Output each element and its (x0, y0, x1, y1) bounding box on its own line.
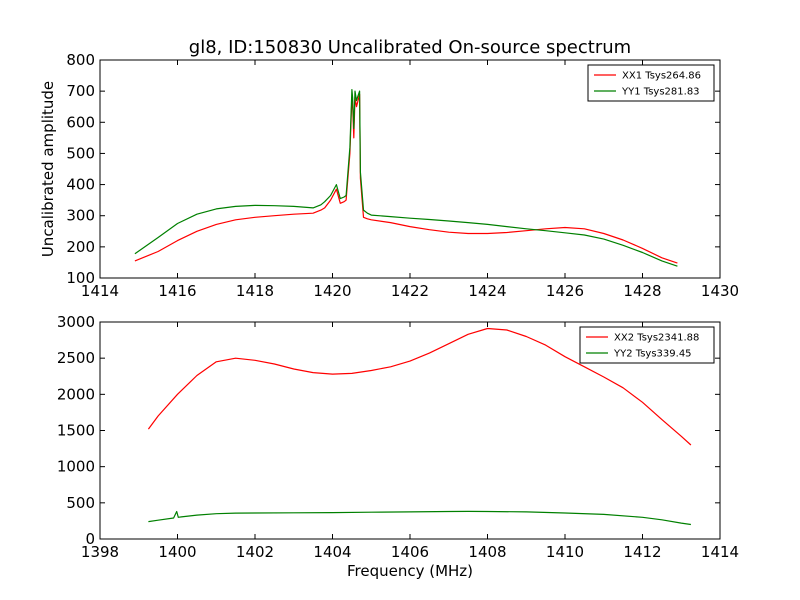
series-line-2-1 (147, 327, 692, 446)
y-tick-label: 100 (66, 269, 95, 287)
x-tick-label: 1414 (701, 543, 739, 561)
y-tick-label: 2500 (57, 349, 95, 367)
legend-entry-label: YY1 Tsys281.83 (621, 87, 700, 98)
y-tick-label: 500 (66, 144, 95, 162)
x-tick-label: 1404 (313, 543, 351, 561)
x-tick-label: 1430 (701, 282, 739, 300)
x-tick-label: 1414 (81, 282, 119, 300)
y-tick-label: 3000 (57, 313, 95, 331)
subplot-1: 1414 1416 1418 1420 1422 1424 1426 1428 1430 100 2… (39, 37, 739, 300)
x-tick-label: 1418 (236, 282, 274, 300)
x-tick-label: 1424 (468, 282, 506, 300)
x-tick-label: 1410 (546, 543, 584, 561)
legend: XX1 Tsys264.86 YY1 Tsys281.83 (587, 64, 715, 102)
series-line-1-2 (134, 88, 678, 267)
y-tick-label: 400 (66, 176, 95, 194)
y-tick-label: 1500 (57, 422, 95, 440)
x-tick-label: 1402 (236, 543, 274, 561)
series-line-1-1 (134, 93, 678, 264)
y-tick-label: 500 (66, 494, 95, 512)
y-tick-label: 0 (85, 530, 95, 548)
y-tick-label: 600 (66, 113, 95, 131)
y-tick-label: 2000 (57, 385, 95, 403)
y-tick-label: 200 (66, 238, 95, 256)
x-axis-label: Frequency (MHz) (347, 562, 473, 580)
x-tick-label: 1400 (158, 543, 196, 561)
y-tick-label: 700 (66, 82, 95, 100)
subplot-2: 1398 1400 1402 1404 1406 1408 1410 1412 1414 0 500… (57, 313, 739, 580)
x-tick-label: 1420 (313, 282, 351, 300)
x-tick-label: 1422 (391, 282, 429, 300)
series-line-2-2 (148, 510, 691, 526)
x-tick-label: 1426 (546, 282, 584, 300)
x-tick-label: 1406 (391, 543, 429, 561)
x-tick-label: 1428 (623, 282, 661, 300)
x-tick-label: 1412 (623, 543, 661, 561)
x-tick-label: 1398 (81, 543, 119, 561)
y-tick-label: 800 (66, 51, 95, 69)
legend-entry-label: XX1 Tsys264.86 (622, 71, 701, 82)
legend-entry-label: YY2 Tsys339.45 (613, 349, 692, 360)
legend-entry-label: XX2 Tsys2341.88 (614, 333, 699, 344)
legend-box (579, 326, 715, 364)
y-tick-label: 1000 (57, 458, 95, 476)
y-tick-label: 300 (66, 207, 95, 225)
y-axis-label: Uncalibrated amplitude (39, 81, 57, 257)
chart-title: gl8, ID:150830 Uncalibrated On-source sp… (189, 37, 631, 58)
legend: XX2 Tsys2341.88 YY2 Tsys339.45 (579, 326, 715, 364)
x-tick-label: 1408 (468, 543, 506, 561)
x-tick-label: 1416 (158, 282, 196, 300)
legend-box (587, 64, 715, 102)
